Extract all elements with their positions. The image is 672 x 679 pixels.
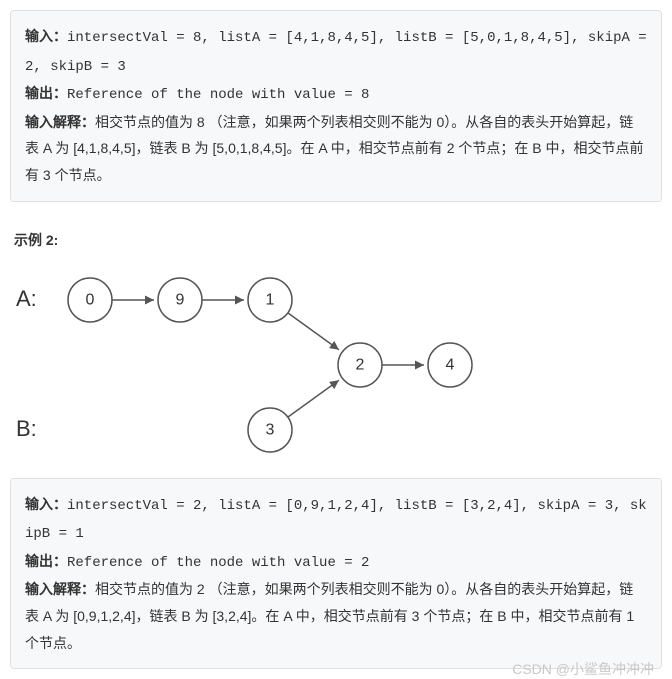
linked-list-diagram: A: B: 0 9 1 2 4 3	[10, 260, 650, 460]
input-text: intersectVal = 2, listA = [0,9,1,2,4], l…	[25, 498, 647, 543]
input-line: 输入：intersectVal = 8, listA = [4,1,8,4,5]…	[25, 23, 647, 80]
diagram-node-label: 3	[266, 421, 275, 438]
example1-block: 输入：intersectVal = 8, listA = [4,1,8,4,5]…	[10, 10, 662, 202]
diagram-edge	[288, 380, 339, 417]
list-b-label: B:	[16, 416, 37, 442]
output-line: 输出：Reference of the node with value = 8	[25, 80, 647, 109]
diagram-edge	[288, 312, 339, 349]
diagram-node-label: 2	[356, 356, 365, 373]
example2-title: 示例 2:	[14, 230, 662, 250]
explain-label: 输入解释：	[25, 114, 95, 130]
explain-line: 输入解释：相交节点的值为 8 （注意，如果两个列表相交则不能为 0）。从各自的表…	[25, 109, 647, 189]
output-text: Reference of the node with value = 2	[67, 555, 369, 571]
explain-label: 输入解释：	[25, 581, 95, 597]
input-line: 输入：intersectVal = 2, listA = [0,9,1,2,4]…	[25, 491, 647, 548]
diagram-node-label: 9	[176, 291, 185, 308]
diagram-svg: 0 9 1 2 4 3	[10, 260, 650, 460]
output-text: Reference of the node with value = 8	[67, 87, 369, 103]
output-label: 输出：	[25, 553, 67, 569]
diagram-node-label: 1	[266, 291, 275, 308]
example2-block: 输入：intersectVal = 2, listA = [0,9,1,2,4]…	[10, 478, 662, 670]
explain-text: 相交节点的值为 8 （注意，如果两个列表相交则不能为 0）。从各自的表头开始算起…	[25, 114, 643, 183]
watermark: CSDN @小鲨鱼冲冲冲	[512, 659, 654, 679]
diagram-node-label: 0	[86, 291, 95, 308]
explain-text: 相交节点的值为 2 （注意，如果两个列表相交则不能为 0）。从各自的表头开始算起…	[25, 581, 634, 650]
explain-line: 输入解释：相交节点的值为 2 （注意，如果两个列表相交则不能为 0）。从各自的表…	[25, 576, 647, 656]
input-label: 输入：	[25, 496, 67, 512]
list-a-label: A:	[16, 286, 37, 312]
output-label: 输出：	[25, 85, 67, 101]
input-label: 输入：	[25, 28, 67, 44]
input-text: intersectVal = 8, listA = [4,1,8,4,5], l…	[25, 30, 647, 75]
diagram-node-label: 4	[446, 356, 455, 373]
output-line: 输出：Reference of the node with value = 2	[25, 548, 647, 577]
